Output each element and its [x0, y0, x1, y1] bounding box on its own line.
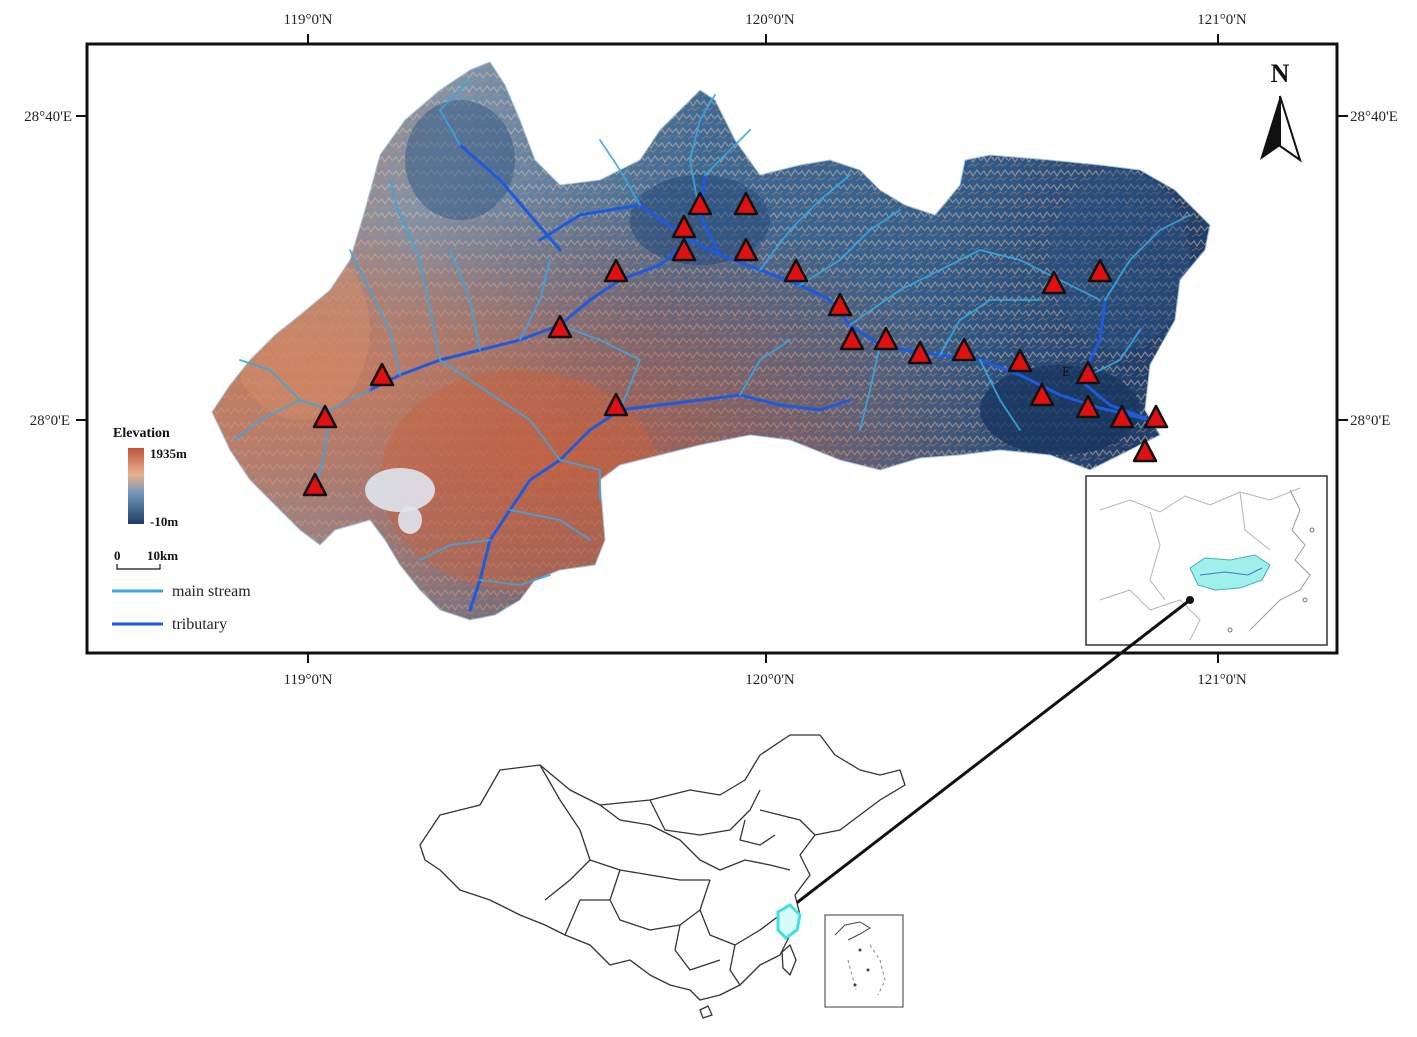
bottom-axis-label-1: 119°0'N	[284, 672, 333, 688]
south-china-sea-inset	[824, 914, 904, 1008]
station-marker	[369, 362, 395, 387]
station-marker	[671, 237, 697, 262]
station-marker	[733, 191, 759, 216]
top-axis-label-3: 121°0'N	[1197, 12, 1247, 28]
station-marker	[312, 404, 338, 429]
left-axis-label-1: 28°40'E	[24, 109, 72, 125]
monitoring-stations	[302, 191, 1169, 497]
river-network	[234, 79, 1191, 612]
zhejiang-highlight	[776, 903, 802, 940]
station-marker	[1109, 404, 1135, 429]
bottom-axis-label-3: 121°0'N	[1197, 672, 1247, 688]
graticule	[76, 34, 1348, 663]
station-marker	[1041, 270, 1067, 295]
north-label: N	[1271, 59, 1290, 88]
station-marker	[603, 258, 629, 283]
station-marker	[1007, 348, 1033, 373]
station-marker	[733, 237, 759, 262]
elevation-color-ramp	[128, 448, 144, 524]
station-marker	[873, 326, 899, 351]
station-marker	[547, 314, 573, 339]
map-legend: Elevation 1935m -10m 0 10km main stream …	[112, 426, 251, 633]
station-marker	[951, 337, 977, 362]
top-axis-label-1: 119°0'N	[284, 12, 333, 28]
station-marker	[1143, 404, 1169, 429]
scale-bar	[116, 564, 161, 570]
right-axis-label-2: 28°0'E	[1350, 413, 1390, 429]
station-marker	[1075, 360, 1101, 385]
scale-bar-distance: 10km	[147, 548, 178, 563]
legend-main-stream-label: main stream	[172, 583, 251, 600]
legend-tributary-label: tributary	[172, 616, 227, 633]
station-marker	[1132, 438, 1158, 463]
station-marker	[687, 191, 713, 216]
legend-elevation-title: Elevation	[113, 426, 170, 441]
regional-inset-map	[1085, 475, 1328, 646]
station-marker	[1087, 258, 1113, 283]
station-marker	[907, 340, 933, 365]
station-e-label: E	[1062, 365, 1071, 380]
station-marker	[1075, 394, 1101, 419]
locator-leader-line	[789, 598, 1191, 910]
station-marker	[1029, 382, 1055, 407]
left-axis-label-2: 28°0'E	[30, 413, 70, 429]
station-marker	[839, 326, 865, 351]
station-marker	[827, 292, 853, 317]
scale-bar-zero: 0	[114, 548, 121, 563]
legend-elevation-min: -10m	[150, 514, 178, 529]
bottom-axis-label-2: 120°0'N	[745, 672, 795, 688]
top-axis-label-2: 120°0'N	[745, 12, 795, 28]
north-arrow-icon: N	[1260, 59, 1302, 163]
station-marker	[783, 258, 809, 283]
main-stream-rivers	[234, 79, 1191, 586]
right-axis-label-1: 28°40'E	[1350, 109, 1398, 125]
station-marker	[302, 472, 328, 497]
station-marker	[671, 214, 697, 239]
station-marker	[603, 392, 629, 417]
legend-elevation-max: 1935m	[150, 446, 187, 461]
